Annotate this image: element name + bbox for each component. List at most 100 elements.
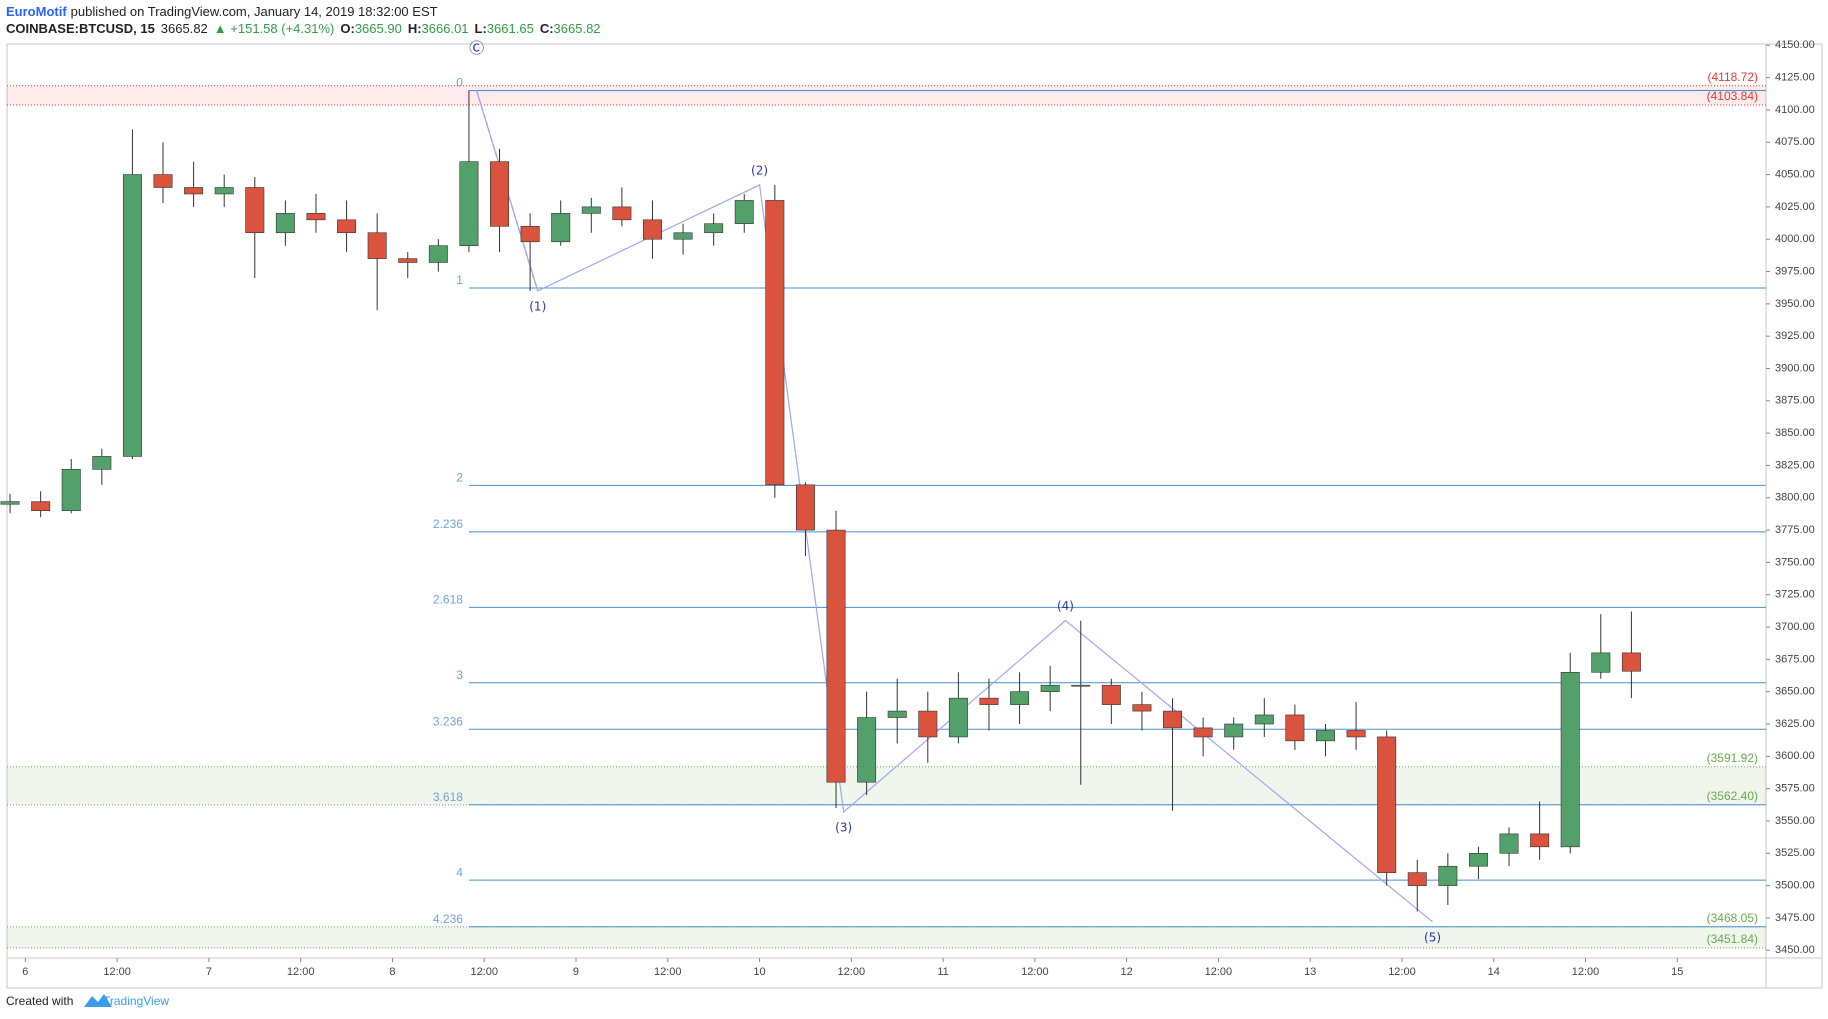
footer-text: Created with — [6, 994, 73, 1008]
candle-body — [490, 161, 509, 227]
x-tick-label: 12:00 — [838, 966, 866, 978]
fib-label: 4 — [456, 865, 463, 879]
ohlc-label: L: — [475, 21, 487, 36]
symbol-line: COINBASE:BTCUSD, 15 3665.82 ▲ +151.58 (+4.… — [6, 21, 601, 36]
candle-body — [734, 200, 754, 224]
x-tick-label: 12:00 — [103, 966, 131, 978]
candle-body — [857, 717, 877, 783]
change: ▲ +151.58 (+4.31%) — [214, 21, 335, 36]
fib-label: 4.236 — [433, 912, 463, 926]
y-tick-label: 3750.00 — [1775, 556, 1815, 568]
candle-body — [1224, 723, 1244, 738]
x-tick-label: 12:00 — [1205, 966, 1233, 978]
zone-label: (4103.84) — [1707, 89, 1758, 103]
author[interactable]: EuroMotif — [6, 4, 67, 19]
candle-body — [1316, 730, 1335, 742]
candle-body — [704, 223, 724, 234]
candle-body — [1438, 865, 1458, 886]
candle-body — [948, 697, 968, 738]
footer-brand[interactable]: TradingView — [103, 994, 169, 1008]
candle-body — [459, 161, 479, 246]
last-price: 3665.82 — [161, 21, 208, 36]
candle-body — [184, 187, 204, 195]
candle-body — [337, 219, 357, 234]
candle-body — [428, 245, 448, 263]
ohlc-label: O: — [340, 21, 354, 36]
fib-label: 2 — [456, 471, 463, 485]
x-tick-label: 8 — [389, 966, 395, 978]
candle-body — [765, 200, 785, 486]
zone-label: (4118.72) — [1708, 70, 1758, 84]
header-line: EuroMotif published on TradingView.com, J… — [6, 4, 438, 19]
wave-label: (3) — [835, 820, 852, 834]
x-tick-label: 12:00 — [1021, 966, 1049, 978]
x-tick-label: 6 — [22, 966, 28, 978]
zone-label: (3451.84) — [1707, 932, 1758, 946]
y-tick-label: 3600.00 — [1775, 750, 1815, 762]
x-tick-label: 12:00 — [1572, 966, 1600, 978]
x-tick-label: 9 — [573, 966, 579, 978]
candle-body — [153, 174, 173, 188]
y-tick-label: 4025.00 — [1775, 201, 1815, 213]
y-tick-label: 3650.00 — [1775, 686, 1815, 698]
candle-body — [1193, 727, 1213, 738]
ohlc-value: 3665.90 — [355, 21, 402, 36]
fib-label: 2.618 — [433, 593, 463, 607]
candle-body — [918, 710, 938, 738]
candle-body — [1468, 852, 1488, 867]
candle-body — [979, 697, 999, 705]
x-tick-label: 12:00 — [654, 966, 682, 978]
y-tick-label: 4000.00 — [1775, 233, 1815, 245]
y-tick-label: 4075.00 — [1775, 136, 1815, 148]
x-tick-label: 12:00 — [287, 966, 315, 978]
y-tick-label: 3925.00 — [1775, 330, 1815, 342]
fib-label: 3.236 — [433, 714, 463, 728]
x-tick-label: 12:00 — [470, 966, 498, 978]
x-tick-label: 7 — [206, 966, 212, 978]
candle-body — [0, 501, 20, 505]
y-tick-label: 3550.00 — [1775, 815, 1815, 827]
ohlc-value: 3665.82 — [554, 21, 601, 36]
candle-body — [520, 225, 540, 243]
candle-body — [673, 232, 693, 240]
candle-body — [214, 187, 234, 195]
x-tick-label: 12:00 — [1388, 966, 1416, 978]
candle-body — [61, 469, 81, 511]
zone — [7, 85, 1766, 105]
y-tick-label: 3775.00 — [1775, 524, 1815, 536]
candle-body — [1040, 684, 1060, 692]
y-tick-label: 3500.00 — [1775, 880, 1815, 892]
y-tick-label: 3450.00 — [1775, 944, 1815, 956]
y-tick-label: 3950.00 — [1775, 298, 1815, 310]
y-tick-label: 3675.00 — [1775, 653, 1815, 665]
y-tick-label: 3625.00 — [1775, 718, 1815, 730]
candle-body — [795, 484, 815, 531]
candle-body — [1621, 652, 1641, 672]
zone-label: (3591.92) — [1707, 751, 1758, 765]
ohlc-label: C: — [540, 21, 554, 36]
candle-body — [551, 213, 571, 243]
zone-label: (3468.05) — [1707, 911, 1758, 925]
x-tick-label: 13 — [1304, 966, 1316, 978]
candle-body — [1346, 730, 1366, 738]
wave-label: (5) — [1424, 930, 1441, 944]
x-tick-label: 11 — [937, 966, 948, 978]
fib-label: 3 — [456, 668, 463, 682]
y-tick-label: 3900.00 — [1775, 362, 1815, 374]
ohlc-value: 3661.65 — [487, 21, 534, 36]
candle-body — [1071, 684, 1091, 687]
candle-body — [31, 501, 51, 511]
zone — [7, 926, 1766, 948]
candle-body — [398, 258, 418, 263]
candle-body — [1530, 833, 1550, 848]
candle-body — [1254, 714, 1274, 725]
candle-body — [92, 456, 112, 470]
brand-logo[interactable] — [84, 994, 112, 1007]
candle-body — [612, 206, 632, 221]
candle-body — [1285, 714, 1305, 742]
wave-label: (1) — [529, 299, 546, 313]
y-tick-label: 3475.00 — [1775, 912, 1815, 924]
fib-label: 2.236 — [433, 517, 463, 531]
chart-frame — [6, 43, 1823, 989]
